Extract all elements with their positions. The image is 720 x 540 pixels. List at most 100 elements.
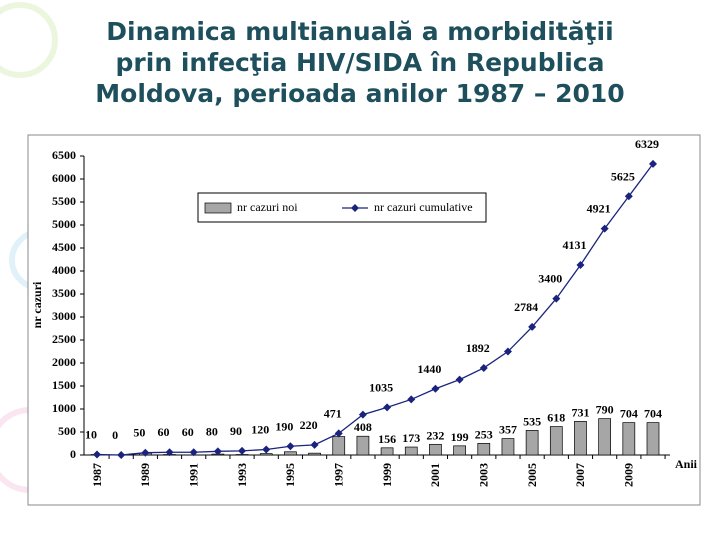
y-tick-label: 5500 — [52, 194, 76, 208]
y-tick-label: 500 — [58, 424, 76, 438]
marker — [141, 448, 150, 457]
bar — [598, 418, 612, 456]
data-label: 10 — [85, 428, 97, 442]
marker — [407, 395, 416, 404]
marker — [93, 450, 101, 459]
data-label: 1892 — [466, 341, 490, 355]
x-tick-label: 2007 — [573, 463, 587, 487]
data-label: 471 — [324, 406, 342, 420]
marker — [431, 384, 440, 393]
x-tick-label: 1989 — [138, 463, 152, 487]
marker — [165, 448, 174, 457]
data-label: 199 — [451, 430, 469, 444]
marker — [189, 448, 198, 457]
marker — [552, 294, 561, 303]
bar — [429, 443, 442, 456]
data-label: 408 — [354, 420, 372, 434]
marker — [117, 451, 126, 459]
bar — [549, 426, 563, 456]
marker — [358, 410, 367, 419]
y-tick-label: 1000 — [52, 401, 76, 415]
data-label: 0 — [112, 428, 118, 442]
marker — [213, 447, 222, 456]
title-line: Dinamica multianuală a morbidităţii — [106, 17, 613, 46]
y-tick-label: 6000 — [52, 171, 76, 185]
marker — [600, 224, 609, 233]
y-tick-label: 6500 — [52, 148, 76, 162]
data-label: 5625 — [611, 169, 635, 183]
x-tick-label: 1997 — [331, 463, 345, 487]
data-label: 220 — [300, 418, 318, 432]
y-tick-label: 2500 — [52, 332, 76, 346]
bar — [622, 422, 636, 456]
bar — [356, 435, 370, 456]
marker — [286, 442, 295, 451]
x-tick-label: 2009 — [622, 463, 636, 487]
marker — [503, 347, 512, 356]
data-label: 2784 — [514, 300, 538, 314]
y-tick-label: 3000 — [52, 309, 76, 323]
marker — [455, 375, 464, 384]
legend-marker — [351, 204, 359, 212]
line — [96, 163, 654, 456]
marker — [334, 429, 343, 438]
data-label: 120 — [251, 422, 269, 436]
data-label: 704 — [644, 407, 662, 421]
bar — [453, 445, 466, 456]
bar — [308, 452, 321, 456]
bar — [501, 438, 515, 456]
legend-swatch — [204, 202, 232, 214]
bar — [646, 422, 660, 456]
bar — [574, 421, 587, 456]
data-label: 731 — [571, 405, 589, 419]
x-tick-label: 1987 — [90, 463, 104, 487]
marker — [262, 445, 271, 454]
legend-label: nr cazuri noi — [237, 200, 298, 214]
bar — [380, 447, 394, 456]
marker — [383, 403, 392, 412]
data-label: 6329 — [635, 137, 659, 151]
bar — [477, 443, 491, 456]
marker — [649, 159, 657, 168]
data-label: 190 — [275, 419, 293, 433]
bar — [332, 436, 346, 456]
data-label: 253 — [475, 427, 493, 441]
data-label: 60 — [182, 425, 194, 439]
y-tick-label: 4000 — [52, 263, 76, 277]
bar — [259, 453, 273, 456]
bar — [284, 451, 297, 456]
y-tick-label: 1500 — [52, 378, 76, 392]
y-tick-label: 3500 — [52, 286, 76, 300]
marker — [528, 322, 537, 331]
data-label: 80 — [206, 424, 218, 438]
data-label: 790 — [596, 403, 614, 417]
marker — [310, 440, 319, 449]
x-tick-label: 2003 — [477, 463, 491, 487]
title-line: Moldova, perioada anilor 1987 – 2010 — [95, 79, 624, 108]
marker — [624, 192, 633, 201]
data-label: 357 — [499, 423, 517, 437]
data-label: 618 — [547, 411, 565, 425]
data-label: 60 — [158, 425, 170, 439]
data-label: 232 — [426, 428, 444, 442]
data-label: 156 — [378, 432, 396, 446]
data-label: 4131 — [562, 238, 586, 252]
x-tick-label: 1993 — [235, 463, 249, 487]
marker — [576, 260, 585, 269]
bar — [525, 430, 539, 456]
marker — [479, 363, 488, 372]
y-tick-label: 5000 — [52, 217, 76, 231]
x-tick-label: 1995 — [283, 463, 297, 487]
x-tick-label: 1999 — [380, 463, 394, 487]
x-tick-label: 1991 — [186, 463, 200, 487]
y-axis-label: nr cazuri — [30, 281, 44, 328]
bar — [404, 446, 418, 456]
data-label: 90 — [230, 424, 242, 438]
data-label: 50 — [133, 426, 145, 440]
legend-label: nr cazuri cumulative — [374, 200, 473, 214]
data-label: 1440 — [417, 362, 441, 376]
data-label: 704 — [620, 407, 638, 421]
x-tick-label: 2001 — [428, 463, 442, 487]
x-axis-label: Anii — [675, 457, 698, 471]
